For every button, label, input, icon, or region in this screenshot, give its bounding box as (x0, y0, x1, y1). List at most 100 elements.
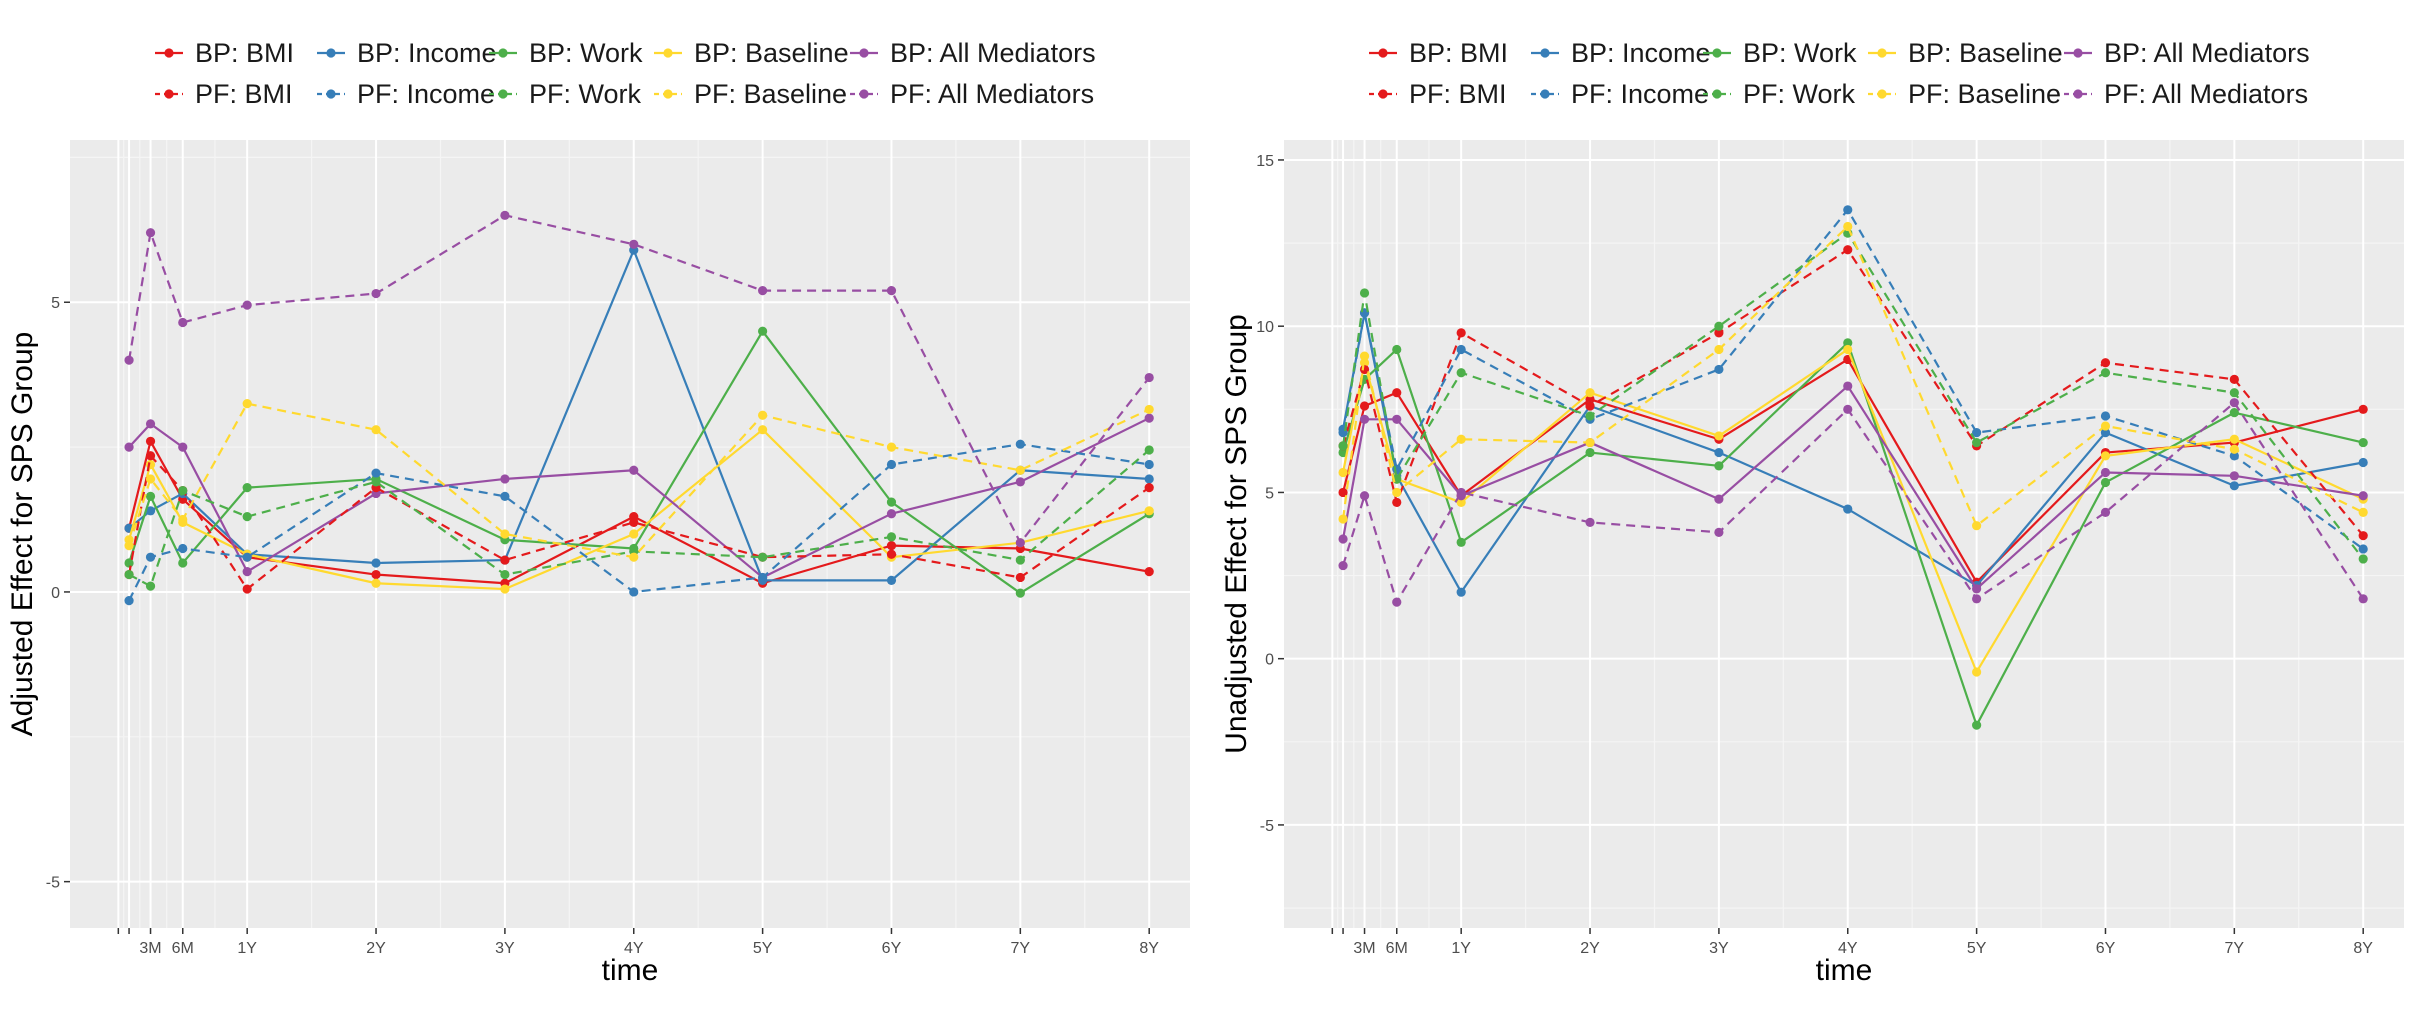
data-point (886, 540, 897, 551)
chart-panel-1: -5 0 5 3M 6M 1Y 2Y 3Y 4Y 5Y 6Y 7Y 8Y time Adjusted Eff… (6, 38, 1190, 987)
data-point (1392, 497, 1402, 508)
legend-key-point (1877, 89, 1887, 99)
legend-key-point (1712, 89, 1722, 99)
legend-label: PF: Income (357, 79, 495, 109)
x-tick-label: 6Y (882, 940, 902, 957)
data-point (1585, 388, 1595, 398)
legend-item-3: BP: Work (1703, 38, 1857, 68)
data-point (2358, 507, 2368, 517)
x-tick-label: 4Y (1838, 940, 1858, 957)
data-point (886, 532, 897, 542)
series-line-8 (1341, 231, 2365, 560)
legend-item-7: PF: Income (317, 79, 495, 109)
data-point (500, 491, 510, 501)
data-point (1843, 245, 1853, 255)
data-point (1456, 487, 1466, 498)
data-point (1585, 517, 1595, 527)
data-point (242, 584, 252, 594)
data-point (1456, 344, 1466, 355)
data-point (1843, 221, 1853, 232)
data-point (758, 572, 768, 583)
data-point (629, 465, 639, 475)
data-point (2358, 544, 2368, 554)
data-point (371, 425, 381, 435)
data-point (2100, 358, 2111, 368)
data-point (124, 558, 134, 568)
data-point (1456, 587, 1466, 597)
x-axis-title: time (1816, 954, 1873, 987)
legend-item-2: BP: Income (1531, 38, 1711, 68)
legend-key-point (164, 89, 174, 99)
data-point (1359, 401, 1370, 411)
legend-key-point (859, 89, 869, 99)
legend-label: PF: Baseline (1908, 79, 2061, 109)
legend-item-4: BP: Baseline (1868, 38, 2063, 68)
data-point (758, 425, 768, 435)
data-point (1015, 465, 1025, 475)
y-tick-label: 0 (1265, 652, 1274, 669)
data-point (1359, 414, 1370, 424)
legend-key-point (1540, 48, 1550, 58)
data-point (886, 549, 897, 559)
data-point (1714, 431, 1724, 441)
x-tick-label: 1Y (237, 940, 257, 957)
x-tick-label: 8Y (2353, 940, 2373, 957)
x-tick-label: 5Y (1967, 940, 1987, 957)
data-point (1144, 567, 1154, 577)
legend-item-5: BP: All Mediators (2064, 38, 2310, 68)
legend-key-point (2073, 48, 2083, 58)
legend-item-9: PF: Baseline (1868, 79, 2061, 109)
data-point (145, 552, 156, 562)
data-point (758, 286, 768, 296)
data-point (629, 552, 639, 562)
chart-panel-2: -5 0 5 10 15 3M 6M 1Y 2Y 3Y 4Y 5Y 6Y 7Y 8Y time Unadjust… (1220, 38, 2404, 987)
data-point (1585, 401, 1595, 411)
data-point (500, 529, 510, 539)
series-line-7 (128, 443, 1150, 602)
data-point (124, 569, 134, 580)
legend-label: BP: Income (1571, 38, 1711, 68)
data-point (1843, 381, 1853, 391)
data-point (1714, 364, 1724, 375)
data-point (1456, 497, 1466, 508)
data-point (1338, 514, 1348, 524)
data-point (178, 543, 188, 554)
data-point (2100, 507, 2111, 517)
data-point (124, 442, 134, 452)
data-point (500, 210, 510, 220)
data-point (2358, 457, 2368, 468)
x-tick-label: 7Y (2225, 940, 2245, 957)
y-tick-label: -5 (46, 875, 60, 892)
x-tick-label: 6Y (2096, 940, 2116, 957)
legend-label: BP: Baseline (1908, 38, 2063, 68)
x-tick-label: 8Y (1139, 940, 1159, 957)
legend-label: PF: All Mediators (2104, 79, 2308, 109)
data-point (1456, 537, 1466, 547)
data-point (1144, 404, 1154, 415)
data-point (145, 474, 156, 484)
data-point (1015, 439, 1025, 449)
data-point (178, 317, 188, 328)
plot-background (1284, 140, 2404, 928)
data-point (500, 569, 510, 580)
data-point (1585, 447, 1595, 458)
legend-label: PF: Work (1743, 79, 1856, 109)
legend-key-point (1378, 89, 1388, 99)
data-point (1843, 205, 1853, 215)
legend-key-point (663, 89, 673, 99)
data-point (145, 228, 156, 238)
x-tick-label: 3M (1353, 940, 1375, 957)
y-axis-title: Adjusted Effect for SPS Group (6, 332, 39, 737)
data-point (1359, 351, 1370, 361)
data-point (1144, 445, 1154, 455)
legend-key-point (2073, 89, 2083, 99)
data-point (2100, 477, 2111, 488)
legend-key-point (1877, 48, 1887, 58)
data-point (2229, 471, 2239, 481)
legend-item-7: PF: Income (1531, 79, 1709, 109)
data-point (1338, 560, 1348, 571)
data-point (2229, 434, 2239, 444)
series-line-6 (127, 454, 1150, 591)
legend-label: BP: All Mediators (890, 38, 1096, 68)
data-point (1972, 437, 1982, 448)
